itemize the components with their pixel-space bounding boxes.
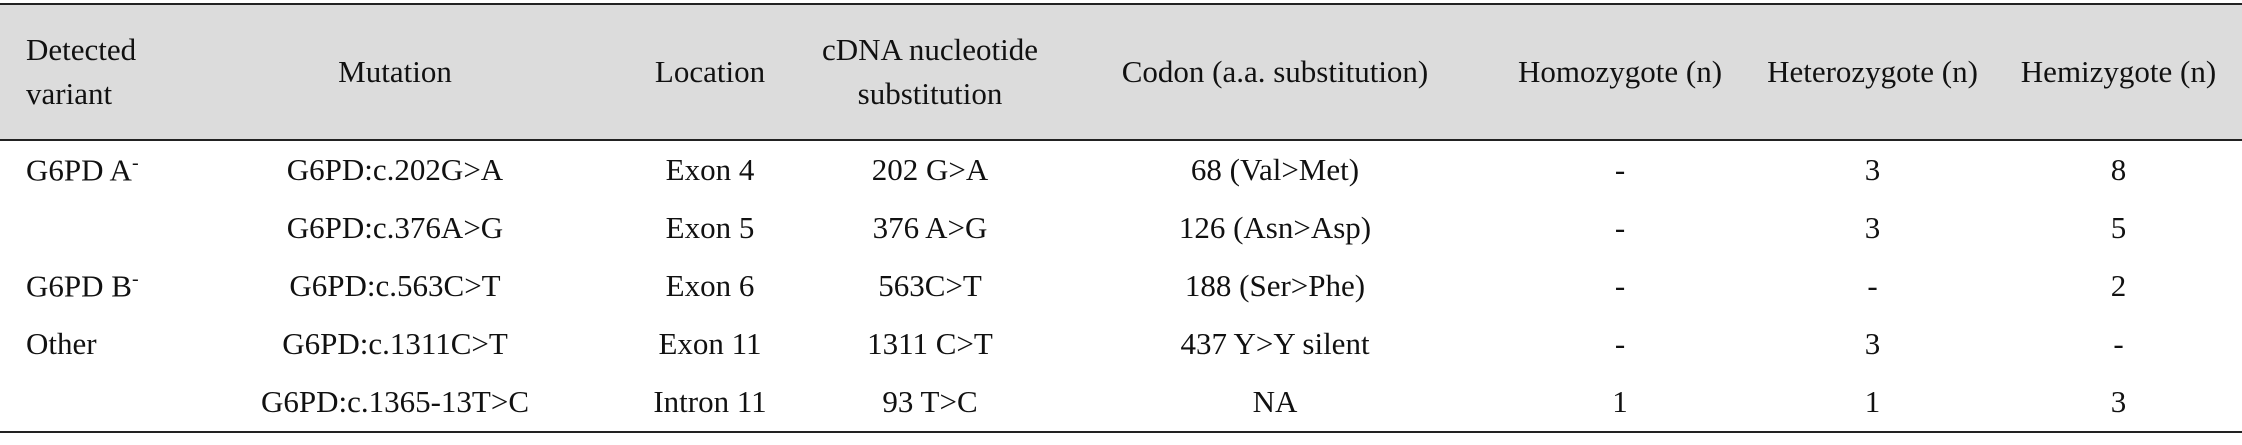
table-cell: 68 (Val>Met) <box>1190 152 1360 187</box>
table-cell: 188 (Ser>Phe) <box>1184 268 1366 303</box>
column-header: Detected variant <box>0 3 170 141</box>
table-cell: - <box>1614 210 1626 245</box>
table-header: Detected variant Mutation Location cDNA nuc… <box>0 3 2242 141</box>
table-cell: Intron 11 <box>620 373 800 433</box>
table-cell: 376 A>G <box>872 210 988 245</box>
table-row: Other G6PD:c.1311C>T Exon 11 1311 C>T 437 Y>… <box>0 315 2242 373</box>
data-table: Detected variant Mutation Location cDNA nuc… <box>0 3 2242 433</box>
table-cell: - <box>1614 326 1626 361</box>
table-cell: 93 T>C <box>800 373 1060 433</box>
variant-name: Other <box>26 326 97 361</box>
column-header: Hemizygote (n) <box>1995 3 2242 141</box>
column-header: Codon (a.a. substitution) <box>1060 3 1490 141</box>
table-cell: 202 G>A <box>871 152 989 187</box>
table-cell: Exon 11 <box>658 326 762 361</box>
table-cell: 3 <box>1864 210 1881 245</box>
table-cell: 1 <box>1490 373 1750 433</box>
table-cell: 5 <box>2110 210 2127 245</box>
table-cell: G6PD:c.1365-13T>C <box>170 373 620 433</box>
table-cell: G6PD:c.1311C>T <box>282 326 508 361</box>
table-cell: - <box>1614 152 1626 187</box>
table-cell: G6PD:c.202G>A <box>286 152 504 187</box>
table-cell: 3 <box>1864 326 1881 361</box>
table-cell: Exon 5 <box>665 210 755 245</box>
table-cell: G6PD:c.563C>T <box>289 268 501 303</box>
table-cell: 2 <box>2110 268 2127 303</box>
table-cell: - <box>2113 326 2124 361</box>
table-cell: Exon 6 <box>665 268 755 303</box>
column-header: Location <box>620 3 800 141</box>
column-header: Homozygote (n) <box>1490 3 1750 141</box>
table-cell: 3 <box>1995 373 2242 433</box>
table-cell: 8 <box>2110 152 2127 187</box>
column-header: cDNA nucleotide substitution <box>800 3 1060 141</box>
variant-cell: G6PD B- <box>0 257 170 315</box>
header-row: Detected variant Mutation Location cDNA nuc… <box>0 3 2242 141</box>
variant-name: G6PD B <box>26 268 132 304</box>
table-row: G6PD A- G6PD:c.202G>A Exon 4 202 G>A 68 (Val… <box>0 140 2242 199</box>
table-cell: 1 <box>1750 373 1995 433</box>
column-header: Heterozygote (n) <box>1750 3 1995 141</box>
variant-superscript: - <box>131 151 139 174</box>
table-cell: NA <box>1060 373 1490 433</box>
table-row: G6PD:c.1365-13T>C Intron 11 93 T>C NA 1 1 3 <box>0 373 2242 433</box>
variant-cell <box>0 199 170 257</box>
table-row: G6PD B- G6PD:c.563C>T Exon 6 563C>T 188 (Ser… <box>0 257 2242 315</box>
variant-name: G6PD A <box>26 152 132 188</box>
table-cell: - <box>1867 268 1878 303</box>
variant-cell <box>0 373 170 433</box>
table-body: G6PD A- G6PD:c.202G>A Exon 4 202 G>A 68 (Val… <box>0 140 2242 433</box>
table-cell: 437 Y>Y silent <box>1180 326 1370 361</box>
table-cell: 126 (Asn>Asp) <box>1178 210 1372 245</box>
table-cell: 563C>T <box>878 268 982 303</box>
variant-superscript: - <box>131 267 139 290</box>
table-cell: G6PD:c.376A>G <box>286 210 504 245</box>
table-cell: - <box>1614 268 1626 303</box>
table-row: G6PD:c.376A>G Exon 5 376 A>G 126 (Asn>Asp) -… <box>0 199 2242 257</box>
table-cell: Exon 4 <box>665 152 755 187</box>
column-header: Mutation <box>170 3 620 141</box>
variant-cell: Other <box>0 315 170 373</box>
variant-cell: G6PD A- <box>0 140 170 199</box>
table-cell: 1311 C>T <box>867 326 993 361</box>
table-cell: 3 <box>1864 152 1881 187</box>
page: Detected variant Mutation Location cDNA nuc… <box>0 3 2242 445</box>
